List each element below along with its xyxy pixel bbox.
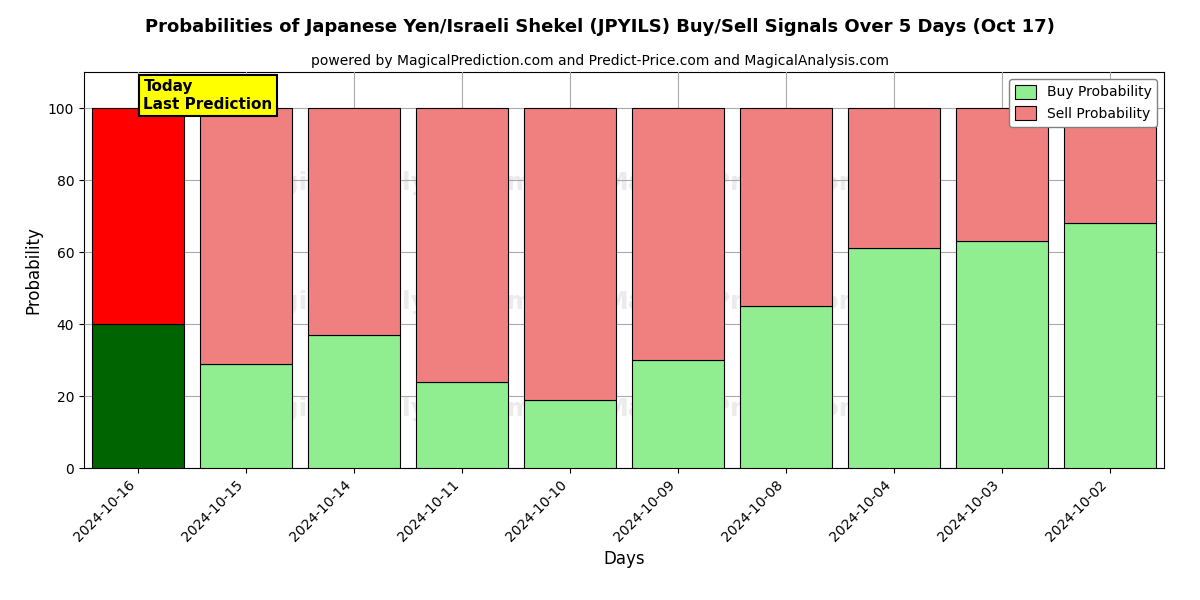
Bar (92, 324, 184, 468)
Bar (92, 108, 184, 324)
Bar (740, 306, 832, 468)
Text: Today
Last Prediction: Today Last Prediction (144, 79, 272, 112)
X-axis label: Days: Days (604, 550, 644, 568)
Text: MagicalAnalysis.com: MagicalAnalysis.com (240, 171, 533, 195)
Bar (632, 108, 724, 360)
Bar (1064, 108, 1156, 223)
Text: MagicalPrediction.com: MagicalPrediction.com (604, 397, 925, 421)
Bar (416, 382, 508, 468)
Bar (308, 108, 400, 335)
Bar (524, 400, 616, 468)
Y-axis label: Probability: Probability (24, 226, 42, 314)
Bar (308, 335, 400, 468)
Bar (416, 108, 508, 382)
Text: MagicalPrediction.com: MagicalPrediction.com (604, 290, 925, 314)
Bar (740, 108, 832, 306)
Bar (956, 108, 1048, 241)
Bar (524, 108, 616, 400)
Text: MagicalAnalysis.com: MagicalAnalysis.com (240, 290, 533, 314)
Bar (200, 364, 292, 468)
Text: powered by MagicalPrediction.com and Predict-Price.com and MagicalAnalysis.com: powered by MagicalPrediction.com and Pre… (311, 54, 889, 68)
Text: MagicalPrediction.com: MagicalPrediction.com (604, 171, 925, 195)
Bar (956, 241, 1048, 468)
Text: Probabilities of Japanese Yen/Israeli Shekel (JPYILS) Buy/Sell Signals Over 5 Da: Probabilities of Japanese Yen/Israeli Sh… (145, 18, 1055, 36)
Text: MagicalAnalysis.com: MagicalAnalysis.com (240, 397, 533, 421)
Bar (632, 360, 724, 468)
Bar (848, 248, 940, 468)
Bar (848, 108, 940, 248)
Legend: Buy Probability, Sell Probability: Buy Probability, Sell Probability (1009, 79, 1157, 127)
Bar (200, 108, 292, 364)
Bar (1064, 223, 1156, 468)
